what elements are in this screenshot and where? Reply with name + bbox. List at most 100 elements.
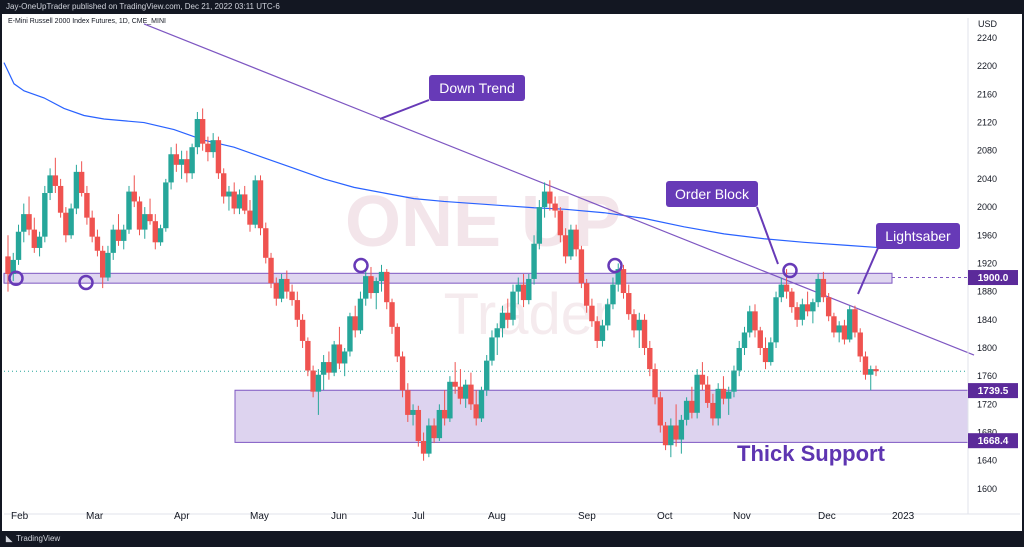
candle-body <box>431 425 437 439</box>
candle-body <box>294 300 301 320</box>
candle-body <box>126 191 132 230</box>
candle-body <box>278 278 285 299</box>
candle-body <box>394 326 400 357</box>
candle-body <box>836 325 842 333</box>
candle-body <box>73 171 80 209</box>
candle-body <box>289 291 295 301</box>
support-zone <box>234 389 969 443</box>
candle-body <box>573 229 579 250</box>
down-trendline <box>143 23 975 356</box>
marker-circle <box>607 257 623 274</box>
candle-body <box>57 185 64 213</box>
candle-body <box>147 214 153 222</box>
candle-body <box>489 337 495 361</box>
candle-body <box>505 312 511 320</box>
candle-body <box>578 249 585 284</box>
candle-body <box>846 309 853 340</box>
price-tag-bg <box>968 433 1018 449</box>
candle-body <box>341 351 348 364</box>
price-tick-label: 1720 <box>977 399 997 409</box>
marker-circle <box>8 270 24 286</box>
candle-body <box>105 252 111 278</box>
candle-body <box>21 214 27 232</box>
candle-body <box>336 344 343 364</box>
candle-body <box>242 194 248 211</box>
time-axis[interactable]: Feb Mar Apr May Jun Jul Aug Sep Oct Nov Dec 2023 <box>4 511 1020 522</box>
candle-body <box>484 360 490 391</box>
candle-body <box>520 284 527 301</box>
order-block-label-bg <box>666 181 758 207</box>
price-tag-bg <box>968 270 1018 286</box>
candle-body <box>831 316 837 333</box>
candle-body <box>131 191 137 202</box>
candles-layer <box>5 108 879 461</box>
resistance-zone <box>3 272 893 284</box>
candle-body <box>636 319 642 331</box>
candle-body <box>42 192 48 237</box>
chart-frame <box>0 14 1024 531</box>
candle-body <box>231 191 237 209</box>
candle-body <box>121 229 127 241</box>
candle-body <box>668 425 674 446</box>
down-trend-label-bg <box>429 75 525 101</box>
candle-body <box>799 304 806 320</box>
candle-body <box>441 409 448 419</box>
month-tick-label: Jun <box>331 511 347 522</box>
month-tick-label: 2023 <box>892 511 915 522</box>
chart-title: E-Mini Russell 2000 Index Futures, 1D, C… <box>8 18 166 25</box>
candle-body <box>804 304 811 312</box>
candle-body <box>384 271 390 303</box>
candle-body <box>310 370 316 392</box>
candle-body <box>599 325 606 341</box>
candle-body <box>268 257 274 284</box>
candle-body <box>825 297 832 317</box>
order-block-label-text: Order Block <box>675 186 750 202</box>
candle-body <box>605 304 611 326</box>
candle-body <box>299 319 306 341</box>
price-tick-label: 1640 <box>977 456 997 466</box>
candle-body <box>205 143 211 153</box>
candle-body <box>662 425 669 446</box>
candle-body <box>78 171 85 193</box>
candle-body <box>547 191 553 204</box>
month-tick-label: Feb <box>11 511 29 522</box>
price-tick-label: 1800 <box>977 343 997 353</box>
candle-body <box>741 332 748 348</box>
price-tick-label: 1840 <box>977 315 997 325</box>
candle-body <box>320 362 327 375</box>
candle-body <box>63 212 69 236</box>
candle-body <box>620 269 627 294</box>
candle-body <box>531 243 537 279</box>
candle-body <box>557 210 564 236</box>
candle-body <box>26 214 32 230</box>
candle-body <box>405 390 411 415</box>
zones-layer <box>3 272 969 443</box>
candle-body <box>510 291 516 320</box>
candle-body <box>10 259 16 275</box>
candle-body <box>562 235 569 257</box>
price-tick-label: 1760 <box>977 371 997 381</box>
candle-body <box>152 221 158 243</box>
annotation-layer: Down Trend Order Block Lightsaber Thick Sup… <box>8 75 960 466</box>
price-axis[interactable]: 1600 1640 1680 1720 1760 1800 1840 1880 1920 1960… <box>967 18 1018 514</box>
price-tick-label: 1920 <box>977 258 997 268</box>
candle-body <box>615 269 621 285</box>
candle-body <box>699 374 706 385</box>
candle-body <box>415 409 422 441</box>
marker-circle <box>78 274 94 291</box>
candle-body <box>789 291 795 308</box>
candle-body <box>726 391 732 399</box>
order-block-pointer <box>756 206 779 265</box>
month-tick-label: Oct <box>657 511 673 522</box>
candle-body <box>647 347 653 370</box>
candle-body <box>89 217 95 237</box>
candle-body <box>868 369 874 375</box>
thick-support-label: Thick Support <box>737 441 886 466</box>
price-tick-label: 2040 <box>977 174 997 184</box>
candle-body <box>768 342 774 363</box>
candle-body <box>631 314 637 331</box>
candle-body <box>184 159 190 174</box>
candle-body <box>136 201 143 230</box>
